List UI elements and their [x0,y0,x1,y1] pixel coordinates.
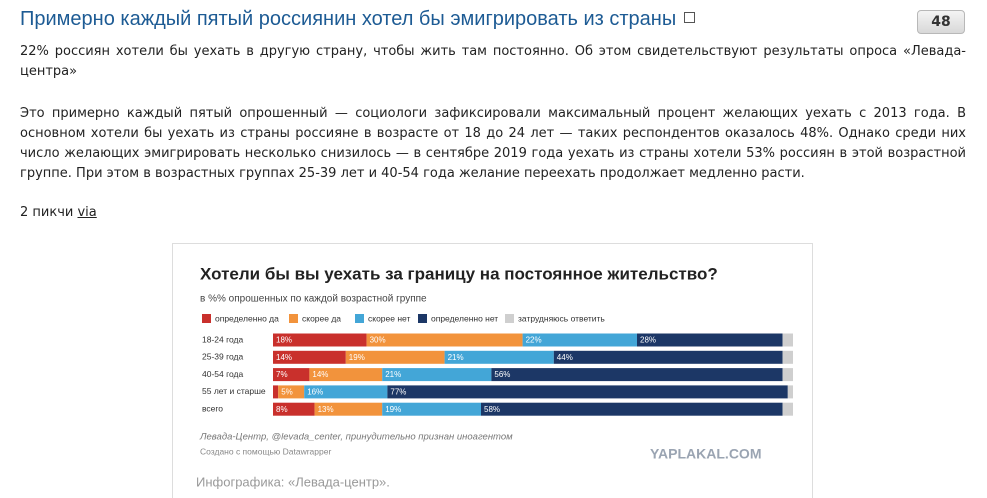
bar-segment [782,368,793,382]
bar-segment [304,385,388,399]
value-label: 8% [276,405,288,414]
bar-segment [491,368,783,382]
bar-segment [273,385,279,399]
bar-segment [278,385,305,399]
value-label: 30% [370,336,386,345]
footer-text: 2 пикчи [20,205,74,220]
legend-swatch [289,314,298,323]
bar-segment [782,402,793,416]
value-label: 5% [281,388,293,397]
bar-segment [309,368,383,382]
bar-segment [787,385,793,399]
row-label: всего [202,403,223,413]
value-label: 14% [276,353,292,362]
caption: Инфографика: «Левада-центр». [196,474,390,489]
external-link-icon[interactable] [684,12,696,23]
paragraph: 22% россиян хотели бы уехать в другую ст… [20,44,966,79]
value-label: 13% [318,405,334,414]
row-label: 25-39 года [202,352,244,362]
bar-segment [382,402,481,416]
row-label: 55 лет и старше [202,386,266,396]
bar-segment [522,333,637,347]
value-label: 18% [276,336,292,345]
legend-label: скорее нет [368,313,410,323]
value-label: 56% [494,370,510,379]
chart-subtitle: в %% опрошенных по каждой возрастной гру… [200,294,427,305]
legend-label: скорее да [302,313,341,323]
value-label: 44% [557,353,573,362]
value-label: 21% [385,370,401,379]
legend-swatch [418,314,427,323]
bar-segment [387,385,788,399]
value-label: 77% [390,388,406,397]
bar-segment [782,350,793,364]
bar-segment [314,402,383,416]
legend-swatch [505,314,514,323]
bar-segment [553,350,783,364]
bar-segment [444,350,554,364]
watermark: YAPLAKAL.COM [650,446,762,462]
via-link[interactable]: via [77,205,97,220]
paragraph: Это примерно каждый пятый опрошенный — с… [20,106,966,181]
value-label: 21% [448,353,464,362]
row-label: 40-54 года [202,369,244,379]
value-label: 19% [349,353,365,362]
post-title[interactable]: Примерно каждый пятый россиянин хотел бы… [20,8,696,31]
bar-segment [273,333,367,347]
post-footer: 2 пикчи via [20,205,97,220]
chart-title: Хотели бы вы уехать за границу на постоя… [200,264,718,283]
legend-label: затрудняюсь ответить [518,313,605,323]
legend-swatch [355,314,364,323]
bar-segment [782,333,793,347]
bar-segment [345,350,445,364]
legend-swatch [202,314,211,323]
bar-segment [366,333,523,347]
bar-segment [273,350,346,364]
value-label: 14% [312,370,328,379]
credit: Создано с помощью Datawrapper [200,446,331,456]
bar-segment [481,402,783,416]
legend-label: определенно нет [431,313,498,323]
value-label: 22% [526,336,542,345]
row-label: 18-24 года [202,334,244,344]
comment-count[interactable]: 48 [917,10,965,34]
value-label: 58% [484,405,500,414]
bar-segment [382,368,492,382]
value-label: 28% [640,336,656,345]
value-label: 7% [276,370,288,379]
value-label: 16% [307,388,323,397]
legend-label: определенно да [215,313,279,323]
bar-segment [273,402,315,416]
post-title-text[interactable]: Примерно каждый пятый россиянин хотел бы… [20,8,677,30]
bar-segment [273,368,310,382]
bar-segment [637,333,783,347]
infographic: Хотели бы вы уехать за границу на постоя… [172,243,813,498]
source: Левада-Центр, @levada_center, принудител… [199,432,513,443]
value-label: 19% [385,405,401,414]
